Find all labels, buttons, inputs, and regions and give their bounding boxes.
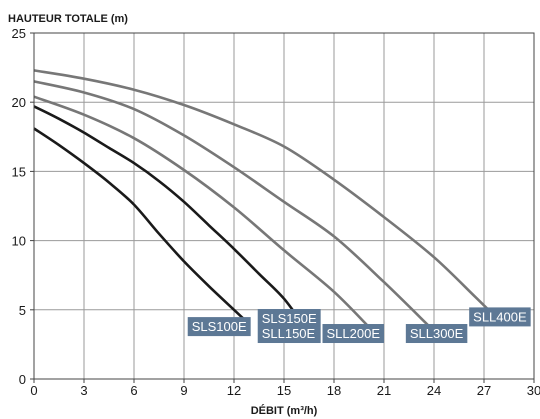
tick-labels: 0 3 6 9 12 15 18 21 24 27 30 0 5 10 15 20 25 [12,26,540,398]
y-tick-label: 20 [12,95,26,110]
series-label-text: SLL200E [327,326,381,341]
x-tick-label: 30 [527,383,540,398]
series-line-sll300e [33,80,432,329]
y-tick-label: 0 [19,372,26,387]
y-tick-label: 15 [12,164,26,179]
series-label: SLL400E [469,307,531,327]
plot-frame [33,32,535,380]
x-tick-label: 3 [80,383,87,398]
series-label-box [405,324,468,344]
series-label-box [322,324,384,344]
series-label-text: SLL400E [473,309,527,324]
series-label-text: SLL300E [410,326,464,341]
x-tick-label: 12 [227,383,241,398]
series-line-sll400e [33,69,495,317]
series-line-sls150e [33,105,309,332]
x-tick-label: 18 [327,383,341,398]
x-tick-label: 0 [30,383,37,398]
x-tick-label: 15 [277,383,291,398]
series-label-box [257,309,321,344]
x-tick-label: 9 [180,383,187,398]
series-lines [33,69,495,332]
y-tick-label: 25 [12,26,26,41]
x-tick-label: 21 [377,383,391,398]
series-label-text: SLL150E [262,326,316,341]
series-label-text: SLS100E [192,319,247,334]
series-label-box [187,317,251,337]
x-tick-label: 6 [130,383,137,398]
x-tick-label: 27 [477,383,491,398]
x-axis-title: DÉBIT (m³/h) [251,404,318,417]
y-axis-title: HAUTEUR TOTALE (m) [8,13,128,25]
series-label-box [469,307,531,327]
series-line-sll200e [33,95,374,332]
y-tick-label: 10 [12,234,26,249]
series-line-sls100e [33,127,249,324]
x-tick-label: 24 [427,383,441,398]
series-label: SLL300E [405,324,468,344]
series-label: SLS100E [187,317,251,337]
series-label: SLL200E [322,324,384,344]
series-label-text: SLS150E [262,311,317,326]
y-tick-label: 5 [19,303,26,318]
